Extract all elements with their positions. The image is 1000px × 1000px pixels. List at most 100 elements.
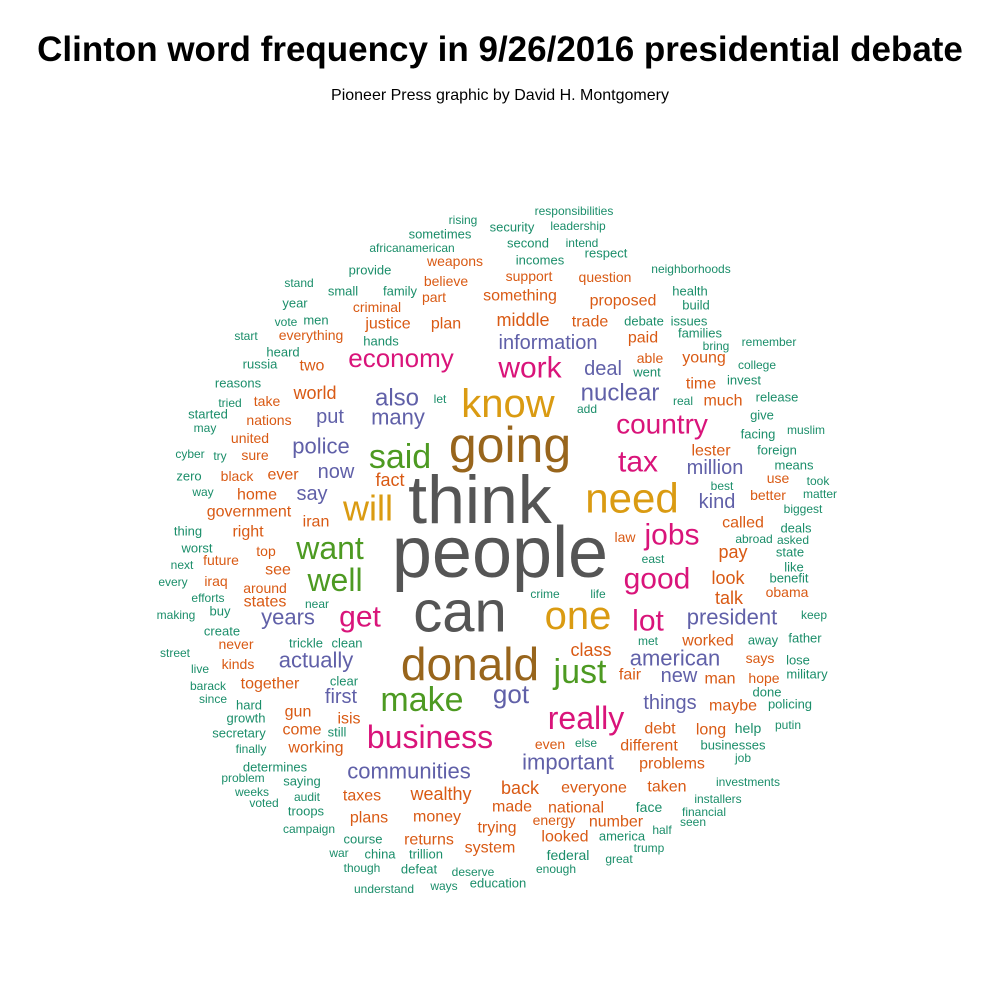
cloud-word-lester: lester (691, 443, 731, 460)
cloud-word-sure: sure (241, 447, 268, 463)
cloud-word-problem: problem (221, 771, 264, 785)
cloud-word-security: security (490, 220, 535, 235)
cloud-word-black: black (221, 468, 255, 484)
cloud-word-business: business (367, 719, 493, 755)
cloud-word-still: still (328, 725, 347, 740)
cloud-word-america: america (599, 829, 646, 844)
cloud-word-iran: iran (303, 514, 330, 531)
cloud-word-states: states (244, 594, 287, 611)
cloud-word-half: half (652, 823, 672, 837)
cloud-word-can: can (413, 580, 507, 645)
cloud-word-see: see (265, 562, 291, 579)
cloud-word-fair: fair (619, 667, 642, 684)
cloud-word-ways: ways (429, 879, 457, 893)
cloud-word-ever: ever (267, 467, 299, 484)
cloud-word-support: support (506, 268, 553, 284)
cloud-word-now: now (318, 461, 355, 483)
cloud-word-trickle: trickle (289, 636, 323, 651)
cloud-word-bring: bring (703, 339, 730, 353)
cloud-word-class: class (570, 640, 611, 660)
cloud-word-know: know (461, 382, 554, 426)
cloud-word-invest: invest (727, 373, 761, 388)
cloud-word-men: men (303, 313, 328, 328)
cloud-word-much: much (703, 393, 742, 410)
cloud-word-deals: deals (780, 521, 812, 536)
cloud-word-justice: justice (364, 316, 410, 333)
cloud-word-neighborhoods: neighborhoods (651, 262, 730, 276)
cloud-word-buy: buy (210, 604, 231, 619)
cloud-word-may: may (194, 421, 217, 435)
cloud-word-isis: isis (337, 711, 360, 728)
cloud-word-made: made (492, 799, 532, 816)
cloud-word-finally: finally (236, 742, 267, 756)
cloud-word-lot: lot (632, 605, 664, 638)
cloud-word-matter: matter (803, 487, 837, 501)
cloud-word-iraq: iraq (204, 573, 227, 589)
cloud-word-need: need (585, 475, 678, 522)
cloud-word-young: young (682, 350, 726, 367)
cloud-word-economy: economy (348, 343, 454, 373)
cloud-word-small: small (328, 284, 358, 299)
cloud-word-good: good (624, 563, 691, 596)
cloud-word-muslim: muslim (787, 423, 825, 437)
cloud-word-trillion: trillion (409, 847, 443, 862)
cloud-word-right: right (232, 524, 264, 541)
cloud-word-release: release (756, 390, 799, 405)
cloud-word-working: working (287, 740, 343, 757)
cloud-word-abroad: abroad (735, 532, 772, 546)
cloud-word-future: future (203, 552, 239, 568)
cloud-word-health: health (672, 284, 707, 299)
cloud-word-secretary: secretary (212, 726, 266, 741)
cloud-word-plans: plans (350, 810, 388, 827)
cloud-word-street: street (160, 646, 191, 660)
cloud-word-russia: russia (243, 357, 278, 372)
cloud-word-policing: policing (768, 697, 812, 712)
cloud-word-also: also (375, 385, 419, 412)
cloud-word-debt: debt (644, 721, 676, 738)
cloud-word-better: better (750, 487, 786, 503)
cloud-word-country: country (616, 409, 708, 440)
cloud-word-able: able (637, 350, 664, 366)
cloud-word-started: started (188, 407, 228, 422)
cloud-word-took: took (807, 474, 831, 488)
cloud-word-asked: asked (777, 533, 809, 547)
cloud-word-energy: energy (533, 812, 576, 828)
cloud-word-near: near (305, 597, 329, 611)
cloud-word-add: add (577, 402, 597, 416)
cloud-word-try: try (213, 449, 226, 463)
cloud-word-well: well (306, 562, 362, 598)
cloud-word-people: people (392, 513, 608, 593)
cloud-word-fact: fact (375, 470, 404, 490)
cloud-word-clear: clear (330, 674, 359, 689)
cloud-word-part: part (422, 289, 446, 305)
cloud-word-since: since (199, 692, 227, 706)
cloud-word-families: families (678, 326, 723, 341)
cloud-word-deserve: deserve (452, 865, 495, 879)
cloud-word-returns: returns (404, 832, 454, 849)
cloud-word-hard: hard (236, 698, 262, 713)
cloud-word-top: top (256, 543, 276, 559)
cloud-word-barack: barack (190, 679, 227, 693)
cloud-word-work: work (497, 352, 562, 385)
cloud-word-thing: thing (174, 524, 202, 539)
cloud-word-obama: obama (766, 584, 809, 600)
cloud-word-defeat: defeat (401, 862, 438, 877)
cloud-word-national: national (548, 800, 604, 817)
cloud-word-else: else (575, 736, 597, 750)
cloud-word-determines: determines (243, 760, 308, 775)
cloud-word-foreign: foreign (757, 443, 797, 458)
cloud-word-different: different (620, 738, 678, 755)
cloud-word-first: first (325, 686, 358, 708)
cloud-word-says: says (746, 650, 775, 666)
cloud-word-voted: voted (249, 796, 278, 810)
cloud-word-system: system (465, 840, 516, 857)
cloud-word-problems: problems (639, 756, 705, 773)
cloud-word-just: just (553, 653, 607, 691)
cloud-word-real: real (673, 394, 693, 408)
cloud-word-saying: saying (283, 774, 321, 789)
cloud-word-remember: remember (742, 335, 797, 349)
cloud-word-proposed: proposed (590, 293, 657, 310)
cloud-word-rising: rising (449, 213, 478, 227)
cloud-word-way: way (191, 485, 213, 499)
